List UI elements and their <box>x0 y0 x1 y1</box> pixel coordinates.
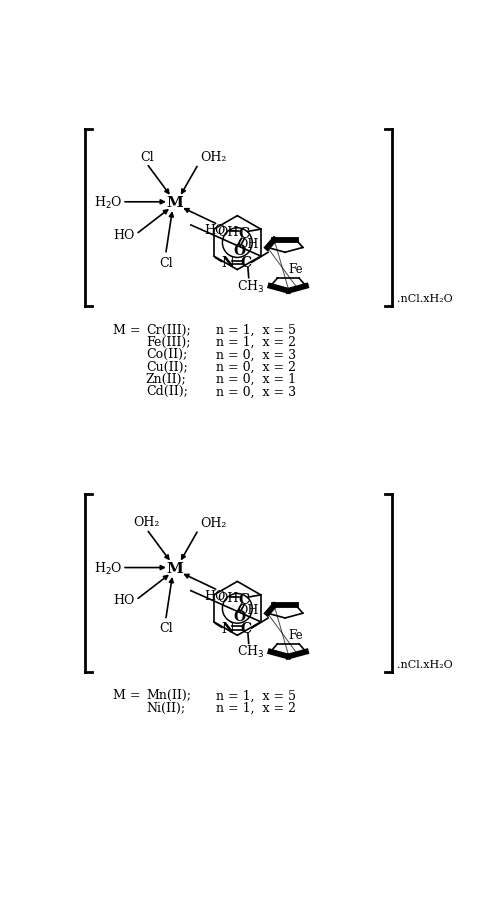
Text: n = 1,  x = 5: n = 1, x = 5 <box>215 323 295 336</box>
Text: C: C <box>241 621 251 635</box>
Text: CH$_3$: CH$_3$ <box>236 643 263 660</box>
Text: OH: OH <box>237 603 258 616</box>
Text: M =: M = <box>113 323 144 336</box>
Text: n = 0,  x = 3: n = 0, x = 3 <box>215 385 295 398</box>
Text: Cu(II);: Cu(II); <box>146 360 187 373</box>
Text: n = 1,  x = 2: n = 1, x = 2 <box>215 335 295 348</box>
Text: HO: HO <box>113 594 135 607</box>
Text: HO: HO <box>203 224 225 237</box>
Text: n = 0,  x = 2: n = 0, x = 2 <box>215 360 295 373</box>
Text: C: C <box>238 592 249 606</box>
Text: n = 0,  x = 1: n = 0, x = 1 <box>215 372 295 386</box>
Text: O: O <box>233 609 245 623</box>
Text: Fe: Fe <box>288 628 302 641</box>
Text: OH₂: OH₂ <box>200 151 226 165</box>
Text: Cl: Cl <box>159 622 172 635</box>
Text: n = 0,  x = 3: n = 0, x = 3 <box>215 348 295 361</box>
Text: .nCl.xH₂O: .nCl.xH₂O <box>396 659 452 669</box>
Text: M: M <box>166 561 183 575</box>
Text: HO: HO <box>203 589 225 603</box>
Text: Cl: Cl <box>159 256 172 269</box>
Text: OH: OH <box>217 591 238 604</box>
Text: CH$_3$: CH$_3$ <box>236 278 263 294</box>
Text: H$_2$O: H$_2$O <box>94 195 122 210</box>
Text: n = 1,  x = 2: n = 1, x = 2 <box>215 701 295 714</box>
Text: C: C <box>238 227 249 241</box>
Text: M: M <box>166 196 183 210</box>
Text: O: O <box>233 244 245 257</box>
Text: C: C <box>241 256 251 270</box>
Text: Co(II);: Co(II); <box>146 348 187 361</box>
Text: n = 1,  x = 5: n = 1, x = 5 <box>215 688 295 702</box>
Text: Zn(II);: Zn(II); <box>146 372 186 386</box>
Text: H$_2$O: H$_2$O <box>94 560 122 576</box>
Text: OH: OH <box>217 226 238 239</box>
Text: .nCl.xH₂O: .nCl.xH₂O <box>396 294 452 303</box>
Text: OH: OH <box>237 238 258 251</box>
Text: HO: HO <box>113 229 135 242</box>
Text: OH₂: OH₂ <box>200 516 226 529</box>
Text: N: N <box>221 621 234 635</box>
Text: Cl: Cl <box>139 151 153 164</box>
Text: N: N <box>221 256 234 270</box>
Text: OH₂: OH₂ <box>133 516 160 528</box>
Text: Ni(II);: Ni(II); <box>146 701 184 714</box>
Text: Cd(II);: Cd(II); <box>146 385 187 398</box>
Text: Fe: Fe <box>288 263 302 276</box>
Text: Cr(III);: Cr(III); <box>146 323 190 336</box>
Text: Mn(II);: Mn(II); <box>146 688 191 702</box>
Text: M =: M = <box>113 688 144 702</box>
Text: Fe(III);: Fe(III); <box>146 335 190 348</box>
